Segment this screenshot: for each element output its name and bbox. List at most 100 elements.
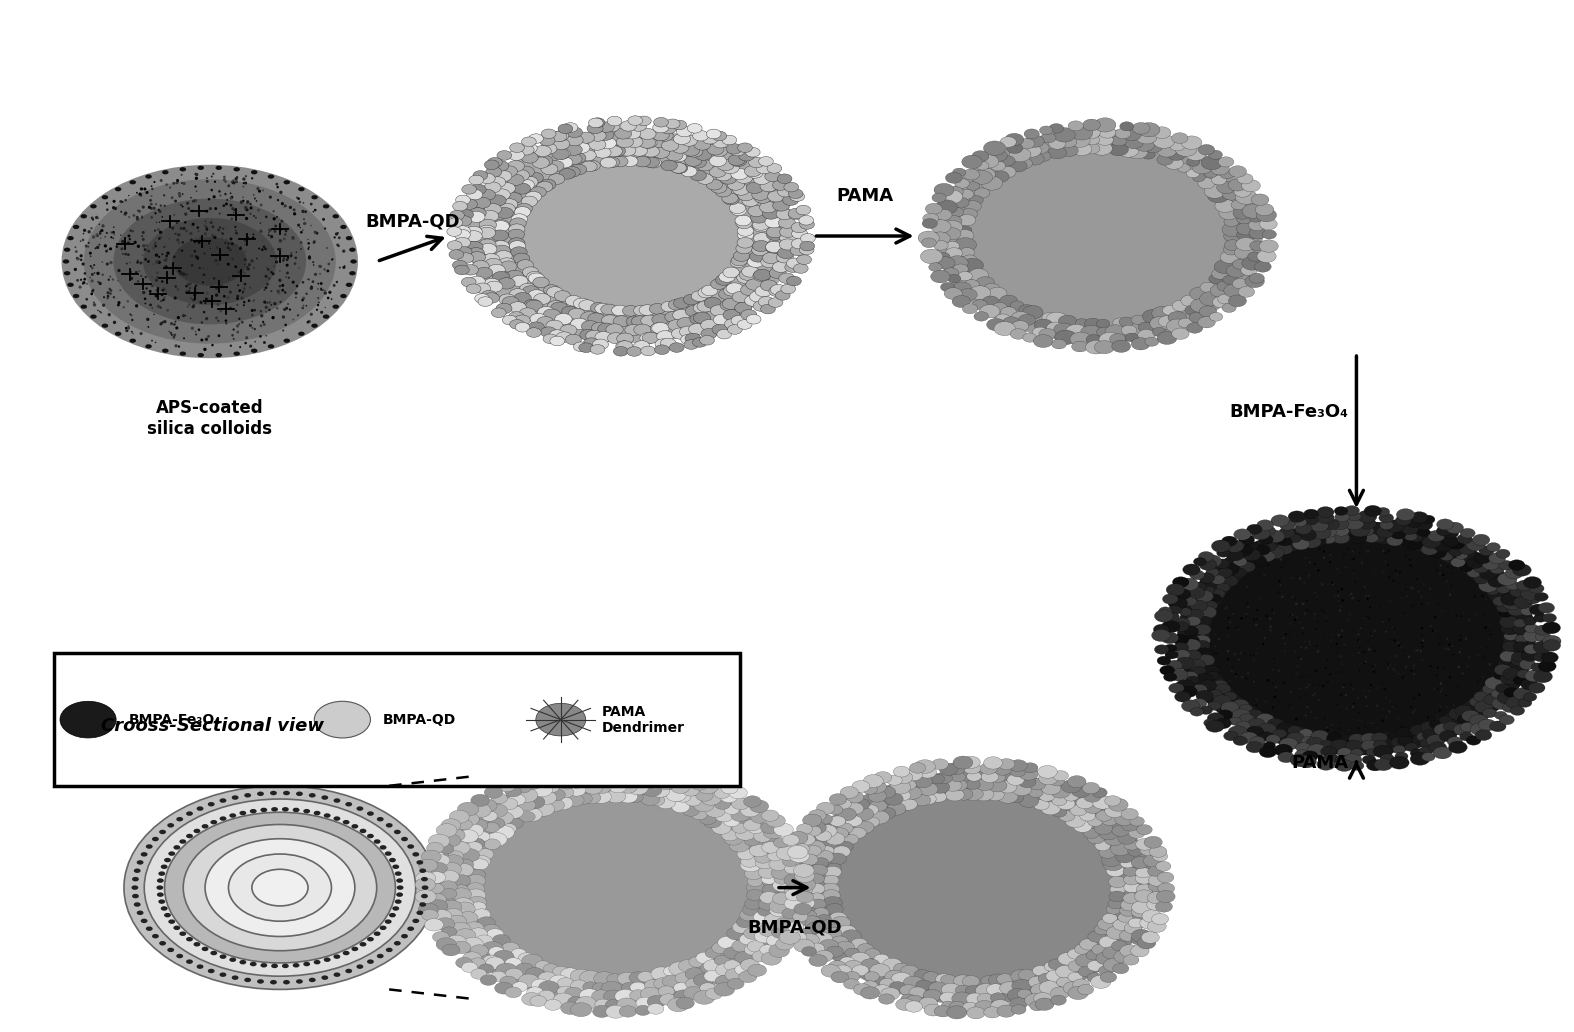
- Point: [1289, 651, 1314, 668]
- Point: [1215, 619, 1240, 636]
- Point: [258, 189, 283, 205]
- Point: [1377, 592, 1402, 609]
- Point: [1229, 610, 1254, 626]
- Point: [1332, 637, 1357, 653]
- Point: [200, 227, 225, 244]
- Point: [90, 266, 115, 283]
- Point: [1346, 644, 1371, 660]
- Point: [183, 234, 208, 251]
- Point: [235, 211, 260, 227]
- Point: [93, 237, 118, 254]
- Point: [1330, 622, 1355, 639]
- Point: [1371, 627, 1396, 644]
- Point: [1424, 562, 1450, 579]
- Point: [1380, 603, 1406, 619]
- Point: [1206, 643, 1231, 659]
- Point: [1278, 669, 1303, 685]
- Point: [236, 261, 261, 278]
- Point: [1223, 666, 1248, 682]
- Point: [176, 296, 201, 313]
- Point: [173, 278, 198, 294]
- Point: [183, 166, 208, 183]
- Point: [279, 245, 304, 261]
- Point: [1218, 614, 1243, 631]
- Point: [105, 297, 131, 314]
- Point: [1346, 639, 1371, 655]
- Point: [154, 258, 179, 275]
- Point: [266, 285, 291, 301]
- Point: [241, 207, 266, 224]
- Point: [181, 299, 206, 316]
- Point: [211, 197, 236, 214]
- Point: [88, 223, 113, 239]
- Point: [87, 303, 112, 320]
- Circle shape: [1209, 542, 1503, 734]
- Point: [294, 286, 320, 302]
- Point: [1417, 581, 1442, 598]
- Point: [1393, 548, 1418, 565]
- FancyArrowPatch shape: [379, 236, 442, 260]
- Point: [143, 214, 168, 230]
- Point: [1440, 646, 1465, 663]
- Point: [241, 293, 266, 310]
- Point: [252, 238, 277, 255]
- Point: [1447, 644, 1472, 660]
- Point: [1328, 714, 1354, 731]
- Point: [212, 234, 238, 251]
- Point: [1288, 614, 1313, 631]
- Point: [167, 263, 192, 280]
- Point: [1393, 622, 1418, 639]
- Point: [1456, 625, 1481, 642]
- Point: [305, 281, 331, 297]
- Point: [296, 314, 321, 330]
- Point: [1302, 606, 1327, 622]
- Point: [1388, 718, 1413, 735]
- Point: [1423, 594, 1448, 611]
- Point: [315, 239, 340, 256]
- Point: [1456, 612, 1481, 628]
- Point: [1349, 554, 1374, 571]
- Point: [113, 320, 139, 336]
- Point: [257, 301, 282, 318]
- Point: [249, 197, 274, 214]
- Point: [82, 296, 107, 313]
- Point: [1325, 697, 1350, 713]
- Point: [318, 284, 343, 300]
- Point: [1350, 572, 1376, 588]
- Point: [120, 270, 145, 287]
- Point: [76, 234, 101, 251]
- Point: [1418, 565, 1443, 581]
- Point: [310, 282, 335, 298]
- Point: [205, 287, 230, 303]
- Point: [1302, 556, 1327, 573]
- Point: [98, 281, 123, 297]
- Point: [1207, 653, 1232, 670]
- Point: [1428, 699, 1453, 715]
- Point: [261, 211, 286, 227]
- Point: [1292, 634, 1317, 650]
- Point: [161, 251, 186, 267]
- Point: [297, 249, 323, 265]
- Point: [302, 233, 327, 250]
- Point: [134, 276, 159, 292]
- Point: [154, 283, 179, 299]
- Point: [101, 224, 126, 240]
- Point: [249, 318, 274, 334]
- Point: [162, 249, 187, 265]
- Point: [1377, 692, 1402, 709]
- Point: [129, 187, 154, 203]
- Point: [129, 325, 154, 342]
- Point: [1428, 566, 1453, 582]
- Point: [156, 302, 181, 319]
- Point: [1313, 710, 1338, 727]
- Point: [1343, 573, 1368, 589]
- Point: [1294, 686, 1319, 703]
- Point: [183, 287, 208, 303]
- Point: [1267, 578, 1292, 594]
- Point: [118, 307, 143, 323]
- Point: [1393, 636, 1418, 652]
- Point: [110, 194, 135, 211]
- Point: [131, 231, 156, 248]
- Point: [1402, 702, 1428, 718]
- Point: [175, 195, 200, 212]
